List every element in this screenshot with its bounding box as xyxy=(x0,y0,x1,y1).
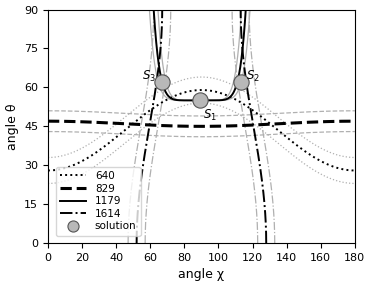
Text: $S_2$: $S_2$ xyxy=(246,69,260,84)
Y-axis label: angle θ: angle θ xyxy=(6,103,19,150)
Legend: 640, 829, 1179, 1614, solution: 640, 829, 1179, 1614, solution xyxy=(56,167,141,236)
X-axis label: angle χ: angle χ xyxy=(178,268,224,282)
Text: $S_1$: $S_1$ xyxy=(203,108,217,123)
Text: $S_3$: $S_3$ xyxy=(142,69,156,84)
